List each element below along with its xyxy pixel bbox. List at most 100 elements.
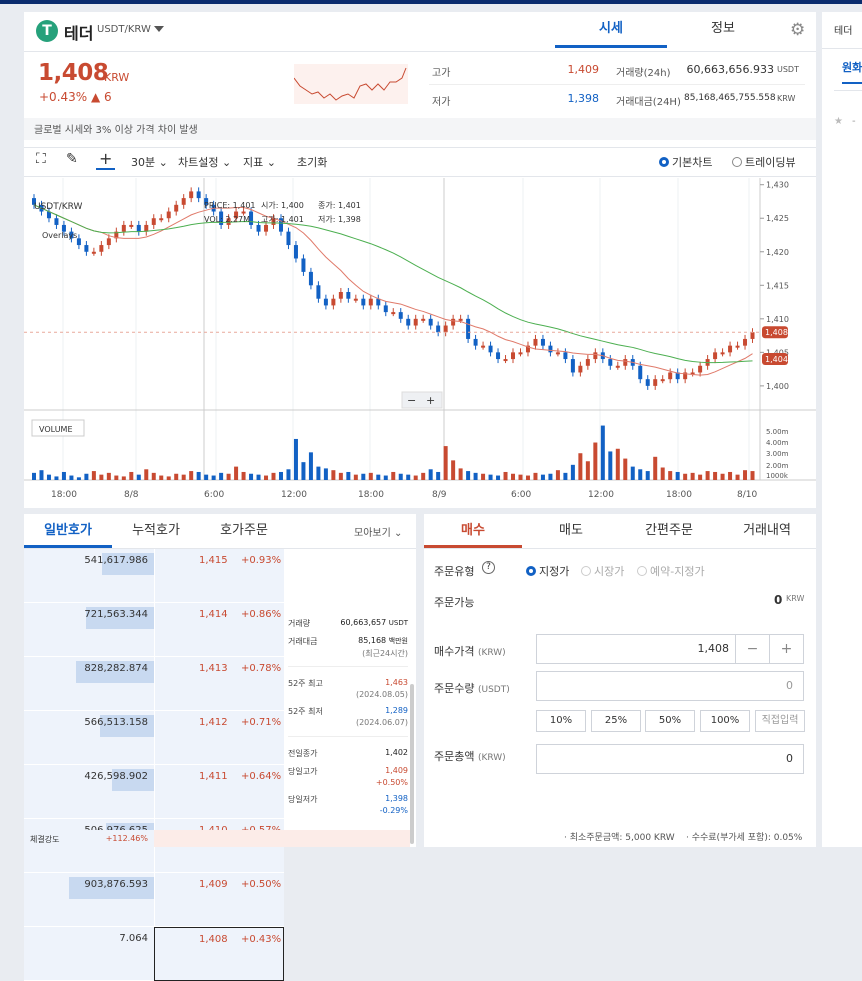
candle-body <box>608 359 613 366</box>
volume-bar <box>383 475 388 480</box>
volume-bar <box>421 472 426 480</box>
buy-price-label: 매수가격 (KRW) <box>434 643 506 659</box>
ask-price-cell[interactable]: 1,411 +0.64% <box>154 765 284 819</box>
tab-cumulative-orderbook[interactable]: 누적호가 <box>132 523 180 538</box>
high-label: 고가 <box>432 68 451 79</box>
ask-row[interactable]: 721,563.344 1,414 +0.86% <box>24 603 284 657</box>
chart-settings-label: 차트설정 <box>178 156 219 169</box>
tab-simple-order[interactable]: 간편주문 <box>645 523 693 538</box>
ask-row[interactable]: 426,598.902 1,411 +0.64% <box>24 765 284 819</box>
volume-bar <box>144 469 149 480</box>
volume-bar <box>540 474 545 480</box>
interval-select[interactable]: 30분 ⌄ <box>131 156 168 169</box>
ask-price-cell[interactable]: 1,414 +0.86% <box>154 603 284 657</box>
pencil-icon[interactable]: ✎ <box>66 151 78 167</box>
ask-price-cell[interactable]: 1,413 +0.78% <box>154 657 284 711</box>
tab-sell[interactable]: 매도 <box>559 523 583 538</box>
side-tab[interactable]: 테더 <box>834 26 853 37</box>
candle-body <box>615 365 620 368</box>
candle-body <box>204 198 209 205</box>
tab-buy[interactable]: 매수 <box>424 514 522 548</box>
chart-toolbar: ⛶ ✎ + 30분 ⌄ 차트설정 ⌄ 지표 ⌄ 초기화 기본차트 트레이딩뷰 <box>24 147 816 177</box>
help-icon[interactable]: ? <box>482 561 495 574</box>
candle-body <box>144 224 149 232</box>
tradingview-radio[interactable]: 트레이딩뷰 <box>732 154 796 170</box>
candle-body <box>136 224 141 232</box>
pct-50-button[interactable]: 50% <box>645 710 695 732</box>
ask-price-cell[interactable]: 1,415 +0.93% <box>154 549 284 603</box>
candle-body <box>451 318 456 326</box>
legend-overlays: Overlays <box>42 231 77 240</box>
ask-row[interactable]: 566,513.158 1,412 +0.71% <box>24 711 284 765</box>
volume-bar <box>346 471 351 480</box>
price-chart[interactable]: 1,430 1,425 1,420 1,415 1,410 1,405 1,400 1,408… <box>24 178 816 508</box>
volume-bar <box>91 471 96 480</box>
tab-info[interactable]: 정보 <box>711 21 735 36</box>
view-select[interactable]: 모아보기 ⌄ <box>354 528 403 539</box>
increase-button[interactable]: + <box>769 635 803 663</box>
ask-row[interactable]: 7.064 1,408 +0.43% <box>24 927 284 981</box>
ask-price-cell[interactable]: 1,408 +0.43% <box>154 927 284 981</box>
x-tick-label: 18:00 <box>666 490 692 500</box>
candle-body <box>114 231 119 239</box>
pct-100-button[interactable]: 100% <box>700 710 750 732</box>
candle-body <box>226 218 231 225</box>
chart-settings-select[interactable]: 차트설정 ⌄ <box>178 156 232 169</box>
buy-price-field[interactable]: 1,408 − + <box>536 634 804 664</box>
volume-bar <box>653 456 658 480</box>
krw-tab[interactable]: 원화 <box>842 52 862 84</box>
ask-row[interactable]: 903,876.593 1,409 +0.50% <box>24 873 284 927</box>
type-reserve-radio[interactable]: 예약-지정가 <box>637 563 705 579</box>
pct-25-button[interactable]: 25% <box>591 710 641 732</box>
volume-bar <box>750 471 755 480</box>
tab-orderbook-order[interactable]: 호가주문 <box>220 523 268 538</box>
strength-row: 체결강도 +112.46% <box>24 830 154 847</box>
volume-bar <box>608 451 613 480</box>
total-input[interactable]: 0 <box>536 744 804 774</box>
candle-body <box>76 238 81 246</box>
view-select-label: 모아보기 <box>354 528 391 539</box>
ask-price-cell[interactable]: 1,412 +0.71% <box>154 711 284 765</box>
candle-body <box>496 352 501 360</box>
ask-volume: 903,876.593 <box>84 879 148 890</box>
pct-10-button[interactable]: 10% <box>536 710 586 732</box>
ask-price-cell[interactable]: 1,409 +0.50% <box>154 873 284 927</box>
coin-name[interactable]: 테더 <box>64 24 94 43</box>
info-amt-value: 85,168 <box>358 636 387 645</box>
gear-icon[interactable]: ⚙ <box>790 20 806 40</box>
type-limit-radio[interactable]: 지정가 <box>526 563 569 579</box>
volume-bar <box>241 471 246 480</box>
info-prev: 1,402 <box>385 748 408 757</box>
type-market-radio[interactable]: 시장가 <box>581 563 624 579</box>
crosshair-icon[interactable]: + <box>96 149 116 170</box>
ask-row[interactable]: 541,617.986 1,415 +0.93% <box>24 549 284 603</box>
candle-body <box>743 338 748 346</box>
volume-bar <box>196 471 201 480</box>
candle-body <box>735 345 740 348</box>
volume-bar <box>256 474 261 480</box>
tab-history[interactable]: 거래내역 <box>743 523 791 538</box>
decrease-button[interactable]: − <box>735 635 769 663</box>
info-low52-label: 52주 최저 <box>288 707 323 716</box>
star-icon[interactable]: ★ <box>834 116 843 127</box>
basic-chart-radio[interactable]: 기본차트 <box>659 154 712 170</box>
candle-body <box>32 198 36 205</box>
candle-body <box>570 359 575 373</box>
candle-body <box>406 318 411 326</box>
chevron-down-icon[interactable] <box>154 26 164 32</box>
tab-market[interactable]: 시세 <box>555 12 667 48</box>
x-tick-label: 8/9 <box>432 490 447 500</box>
ask-volume-cell: 721,563.344 <box>24 603 154 657</box>
indicator-select[interactable]: 지표 ⌄ <box>243 156 276 169</box>
volume-bar <box>264 475 269 480</box>
fullscreen-icon[interactable]: ⛶ <box>36 151 46 167</box>
ask-price: 1,412 <box>199 717 228 728</box>
reset-button[interactable]: 초기화 <box>297 156 328 169</box>
type-limit-label: 지정가 <box>539 565 570 578</box>
tab-general-orderbook[interactable]: 일반호가 <box>24 514 112 548</box>
qty-input[interactable]: 0 <box>536 671 804 701</box>
custom-input-button[interactable]: 직접입력 <box>755 710 805 732</box>
scrollbar[interactable] <box>410 684 414 844</box>
ask-row[interactable]: 828,282.874 1,413 +0.78% <box>24 657 284 711</box>
volume-bar <box>615 448 620 480</box>
